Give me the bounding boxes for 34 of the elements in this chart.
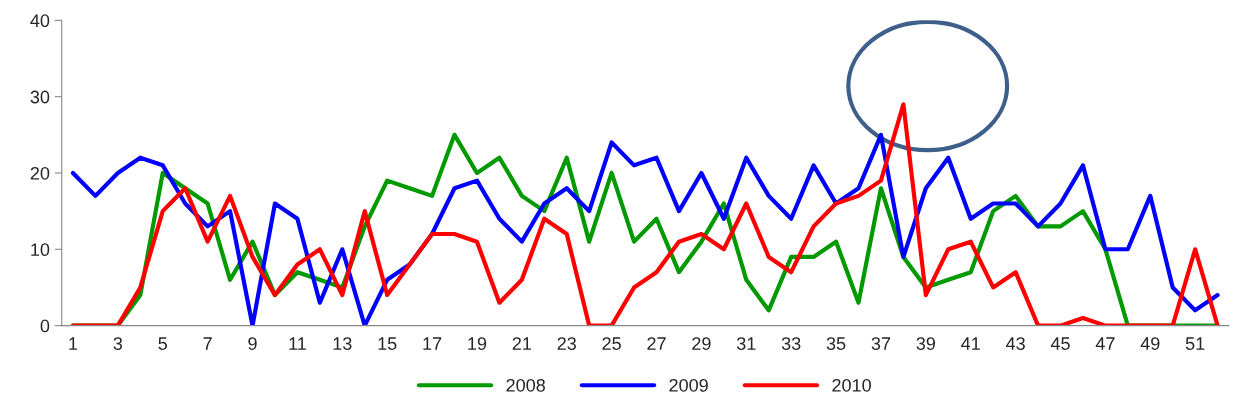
x-tick-label: 3: [113, 337, 123, 350]
x-tick-label: 47: [1095, 337, 1115, 350]
y-tick-label: 30: [30, 90, 50, 104]
x-tick-label: 31: [736, 337, 756, 350]
x-tick-label: 35: [826, 337, 846, 350]
y-tick-label: 10: [31, 243, 50, 257]
x-tick-label: 43: [1005, 337, 1025, 350]
x-tick-label: 5: [158, 337, 168, 350]
x-tick-label: 45: [1050, 337, 1070, 350]
legend-label: 2010: [832, 378, 871, 392]
x-tick-label: 15: [378, 337, 397, 350]
x-tick-label: 29: [692, 337, 711, 350]
x-tick-label: 19: [468, 337, 487, 350]
y-tick-label: 20: [30, 166, 50, 180]
x-tick-label: 1: [69, 337, 78, 350]
x-tick-label: 39: [916, 337, 936, 350]
y-tick-label: 40: [30, 14, 50, 28]
x-tick-label: 7: [203, 337, 212, 350]
x-tick-label: 25: [602, 337, 621, 350]
x-tick-label: 21: [512, 337, 532, 350]
x-tick-label: 17: [423, 337, 442, 350]
legend-label: 2009: [669, 378, 708, 392]
x-tick-label: 49: [1140, 337, 1160, 350]
y-tick-label: 0: [40, 319, 50, 333]
x-tick-label: 51: [1185, 337, 1205, 350]
x-tick-label: 27: [647, 337, 666, 350]
x-tick-label: 41: [961, 337, 980, 350]
x-tick-label: 23: [557, 337, 576, 350]
legend-label: 2008: [506, 378, 545, 392]
x-tick-label: 9: [248, 337, 257, 350]
x-tick-label: 37: [871, 337, 891, 350]
x-tick-label: 11: [289, 337, 306, 350]
x-tick-label: 33: [781, 337, 801, 350]
x-tick-label: 13: [333, 337, 352, 350]
